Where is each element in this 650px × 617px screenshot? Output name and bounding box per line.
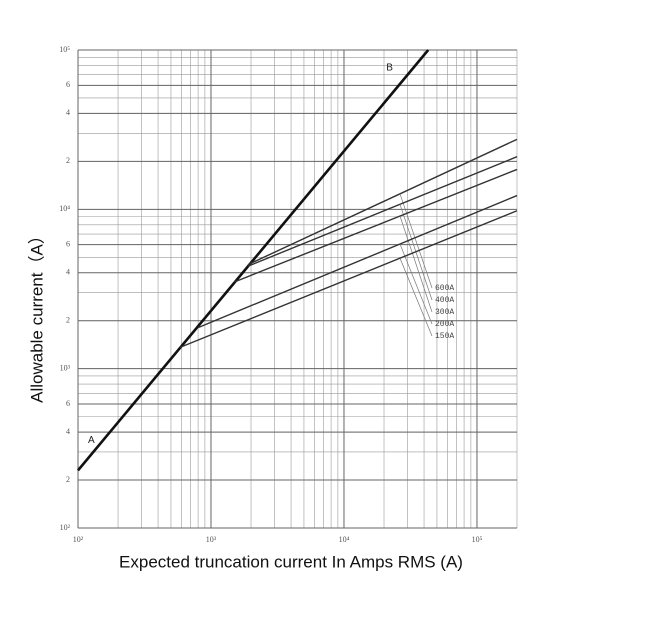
legend-label: 300A <box>435 308 454 317</box>
leader-line <box>399 243 433 325</box>
y-tick-label: 4 <box>66 268 70 277</box>
y-tick-label: 2 <box>66 316 70 325</box>
y-tick-label: 10² <box>60 523 71 532</box>
y-tick-label: 2 <box>66 475 70 484</box>
fuse-curve <box>247 138 518 266</box>
y-tick-label: 10³ <box>60 363 71 372</box>
leader-line <box>399 193 433 289</box>
x-tick-label: 10³ <box>206 535 217 544</box>
reference-line <box>77 49 430 472</box>
y-tick-label: 6 <box>66 399 70 408</box>
fuse-curve <box>179 210 518 349</box>
annotation: A <box>88 435 95 446</box>
x-tick-label: 10⁵ <box>472 535 483 544</box>
y-tick-label: 4 <box>66 108 70 117</box>
x-tick-label: 10⁴ <box>339 535 350 544</box>
legend-label: 400A <box>435 296 454 305</box>
y-axis-title: Allowable current（A） <box>27 227 46 403</box>
y-tick-label: 10⁴ <box>59 204 70 213</box>
y-tick-label: 6 <box>66 80 70 89</box>
y-tick-label: 6 <box>66 240 70 249</box>
y-tick-label: 2 <box>66 156 70 165</box>
x-tick-label: 10² <box>73 535 84 544</box>
annotation: B <box>386 63 393 74</box>
legend-label: 200A <box>435 320 454 329</box>
leader-line <box>399 258 433 337</box>
fuse-curve <box>197 194 518 329</box>
fuse-curve <box>234 168 518 283</box>
x-axis-title: Expected truncation current In Amps RMS … <box>119 552 463 571</box>
legend-label: 600A <box>435 284 454 293</box>
legend-label: 150A <box>435 332 454 341</box>
y-tick-label: 10⁵ <box>59 45 70 54</box>
leader-line <box>399 215 433 313</box>
y-tick-label: 4 <box>66 427 70 436</box>
fuse-curve <box>247 156 518 267</box>
